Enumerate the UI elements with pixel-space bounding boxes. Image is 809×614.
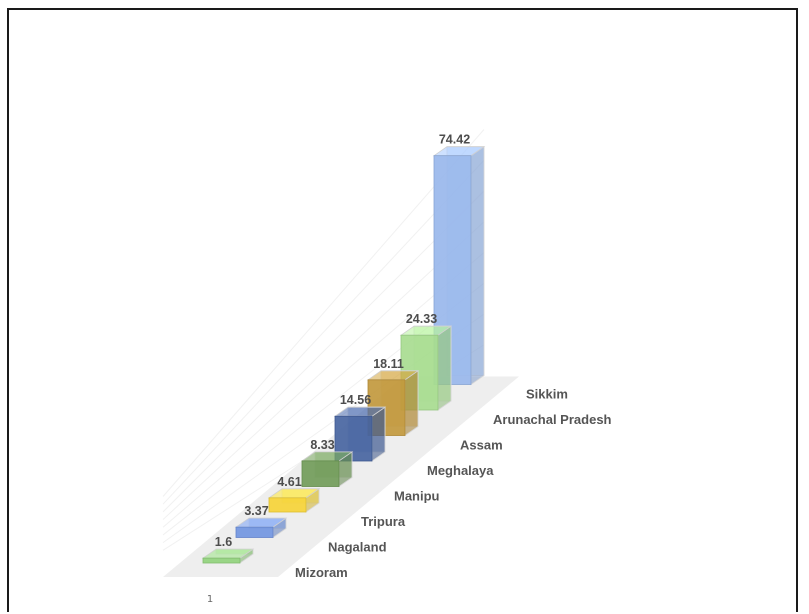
bars bbox=[201, 145, 486, 564]
bar-mizoram bbox=[201, 548, 255, 564]
bar-front-face bbox=[268, 497, 307, 513]
category-label: Arunachal Pradesh bbox=[493, 412, 612, 427]
bar-front-face bbox=[202, 557, 241, 564]
bar-side-face bbox=[404, 370, 419, 437]
chart-frame bbox=[7, 8, 798, 612]
value-label: 74.42 bbox=[439, 133, 470, 147]
labels: 74.42 Sikkim 24.33 Arunachal Pradesh 18.11 As… bbox=[207, 133, 612, 605]
gridline bbox=[162, 221, 485, 520]
category-label: Sikkim bbox=[526, 387, 568, 402]
bar-front-face bbox=[235, 526, 274, 538]
value-label: 8.33 bbox=[310, 438, 334, 452]
category-label: Nagaland bbox=[328, 540, 387, 555]
category-label: Assam bbox=[460, 438, 503, 453]
value-label: 24.33 bbox=[406, 312, 437, 326]
category-label: Mizoram bbox=[295, 565, 348, 580]
value-label: 1.6 bbox=[215, 535, 232, 549]
gridline bbox=[162, 252, 485, 528]
bar-tripura bbox=[267, 488, 321, 513]
gridline bbox=[162, 190, 485, 513]
value-label: 18.11 bbox=[373, 357, 404, 371]
gridlines bbox=[162, 129, 485, 551]
x-tick-label: 1 bbox=[207, 594, 213, 605]
value-label: 4.61 bbox=[277, 475, 301, 489]
bar-side-face bbox=[470, 145, 485, 386]
bar-nagaland bbox=[234, 517, 288, 539]
bar-arunachal-pradesh bbox=[399, 325, 453, 411]
gridline bbox=[162, 159, 485, 505]
bar-assam bbox=[366, 370, 420, 437]
bar-side-face bbox=[437, 325, 452, 411]
bar-manipu bbox=[300, 451, 354, 488]
category-label: Meghalaya bbox=[427, 463, 494, 478]
bar-meghalaya bbox=[333, 406, 387, 462]
gridline bbox=[162, 129, 485, 497]
gridline bbox=[162, 282, 485, 536]
category-label: Tripura bbox=[361, 514, 406, 529]
category-label: Manipu bbox=[394, 489, 440, 504]
value-label: 14.56 bbox=[340, 393, 371, 407]
value-label: 3.37 bbox=[244, 504, 268, 518]
bar-front-face bbox=[301, 460, 340, 487]
